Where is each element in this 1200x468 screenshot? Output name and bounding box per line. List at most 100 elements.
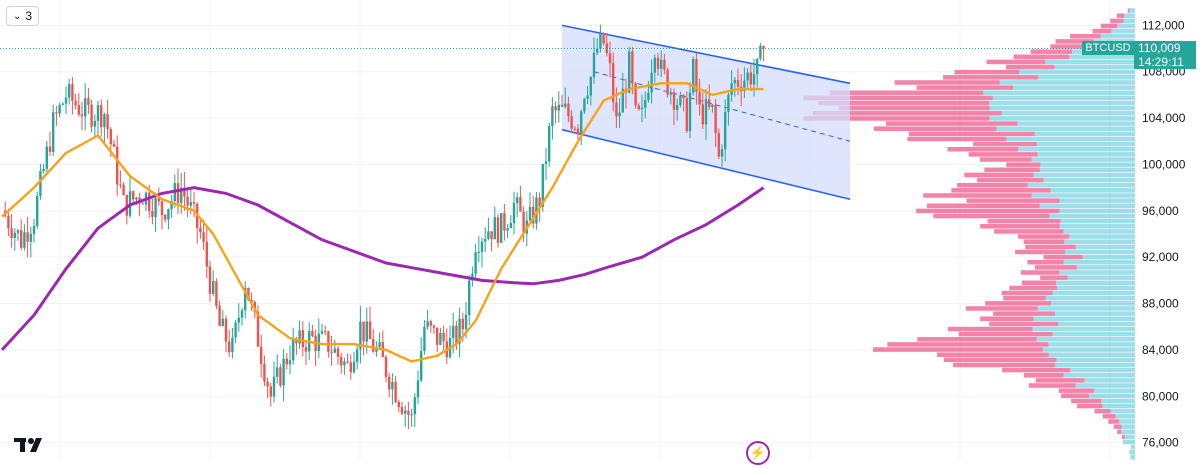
volume-profile-row-up xyxy=(989,100,1135,106)
volume-profile-row-down xyxy=(1117,429,1122,435)
volume-profile-row-up xyxy=(1102,403,1135,409)
candles[interactable] xyxy=(4,24,765,430)
candle-body xyxy=(74,100,77,106)
candle-body xyxy=(58,104,61,114)
volume-profile-row-up xyxy=(1058,321,1135,327)
volume-profile-row-up xyxy=(1037,152,1135,157)
candle-body xyxy=(698,91,701,105)
candle-body xyxy=(333,348,336,353)
candle-body xyxy=(29,233,32,242)
candle-body xyxy=(749,72,752,85)
candle-body xyxy=(618,112,621,117)
volume-profile-row-up xyxy=(1034,131,1135,137)
candle-body xyxy=(288,360,292,365)
volume-profile-row-up xyxy=(1059,198,1135,203)
candle-body xyxy=(176,183,180,203)
volume-profile-row-up xyxy=(1115,414,1135,419)
candle-body xyxy=(602,33,605,44)
candle-body xyxy=(26,232,29,242)
volume-profile-row-up xyxy=(1039,203,1135,209)
candle-body xyxy=(720,149,724,157)
volume-profile-row-up xyxy=(1045,59,1135,65)
last-price-value: 110,009 xyxy=(1138,41,1181,56)
candle-body xyxy=(596,48,599,53)
volume-profile-row-up xyxy=(1038,75,1135,80)
candle-body xyxy=(503,213,506,231)
volume-profile-row-down xyxy=(1034,265,1077,270)
volume-profile-row-up xyxy=(1064,239,1135,244)
volume-profile-row-up xyxy=(1018,146,1135,152)
volume-profile-row-down xyxy=(986,59,1046,65)
volume-profile-row-down xyxy=(1071,398,1102,404)
candle-body xyxy=(650,72,653,93)
volume-profile-row-up xyxy=(1124,13,1135,18)
volume-profile-row-up xyxy=(1121,429,1135,435)
volume-profile-row-up xyxy=(1063,259,1135,265)
candle-body xyxy=(87,98,90,105)
volume-profile-row-up xyxy=(1032,326,1135,332)
volume-profile-row-up xyxy=(1017,121,1135,126)
candle-body xyxy=(224,318,228,342)
candle-body xyxy=(538,197,541,207)
candle-body xyxy=(340,356,343,366)
candle-body xyxy=(36,195,39,226)
volume-profile-row-up xyxy=(1110,408,1135,414)
volume-profile-row-down xyxy=(1094,408,1111,414)
volume-profile-row-up xyxy=(1048,342,1135,347)
candle-body xyxy=(122,184,125,196)
candle-body xyxy=(48,146,52,153)
volume-profile-row-up xyxy=(1129,450,1135,455)
volume-profile-row-up xyxy=(1001,111,1135,116)
candle-body xyxy=(733,79,736,84)
candle-body xyxy=(384,356,388,377)
candle-body xyxy=(717,133,720,157)
candle-body xyxy=(189,202,192,206)
candle-body xyxy=(404,410,407,414)
candle-body xyxy=(20,230,23,248)
lightning-icon[interactable]: ⚡ xyxy=(746,441,770,465)
candle-body xyxy=(461,318,464,330)
ma-slow-line xyxy=(0,186,765,351)
candle-body xyxy=(263,364,266,382)
candle-body xyxy=(365,321,368,342)
volume-profile-row-down xyxy=(818,100,990,106)
candle-body xyxy=(215,281,218,306)
candle-body xyxy=(736,79,740,87)
volume-profile-row-down xyxy=(937,352,1049,357)
candle-body xyxy=(132,191,135,200)
volume-profile-row-up xyxy=(1033,172,1135,178)
candle-body xyxy=(64,97,68,104)
volume-profile-row-down xyxy=(1116,13,1125,18)
candle-body xyxy=(580,111,583,134)
candle-body xyxy=(759,45,762,59)
volume-profile-row-down xyxy=(994,229,1064,234)
price-axis[interactable]: 76,000 80,000 84,000 88,000 92,000 96,000 100,… xyxy=(1142,18,1186,449)
volume-profile-row-down xyxy=(1025,244,1076,250)
candle-body xyxy=(548,126,551,162)
candle-body xyxy=(103,114,106,128)
price-axis-tick-label: 100,000 xyxy=(1142,157,1186,171)
volume-profile-row-up xyxy=(1084,378,1135,383)
volume-profile-row-up xyxy=(1130,444,1135,450)
candle-body xyxy=(256,311,260,347)
collapse-indicators-button[interactable]: ⌄ 3 xyxy=(6,6,40,26)
channel-lower-line[interactable] xyxy=(561,128,851,201)
volume-profile-row-up xyxy=(1056,280,1135,286)
volume-profile-row-up xyxy=(1040,162,1135,167)
candle-body xyxy=(154,197,157,217)
candle-body xyxy=(234,322,237,338)
channel-upper-line[interactable] xyxy=(561,24,851,85)
candle-body xyxy=(663,59,666,70)
candle-body xyxy=(400,406,404,414)
price-axis-tick-label: 84,000 xyxy=(1142,343,1179,357)
candle-body xyxy=(141,203,144,205)
candle-body xyxy=(480,241,484,252)
price-axis-tick-label: 92,000 xyxy=(1142,250,1179,264)
volume-profile-row-down xyxy=(873,126,997,131)
candle-body xyxy=(151,211,154,217)
ma-fast-line xyxy=(1,82,764,363)
volume-profile-row-down xyxy=(968,152,1038,157)
volume-profile-row-up xyxy=(1123,18,1135,24)
volume-profile-row-down xyxy=(803,116,990,121)
